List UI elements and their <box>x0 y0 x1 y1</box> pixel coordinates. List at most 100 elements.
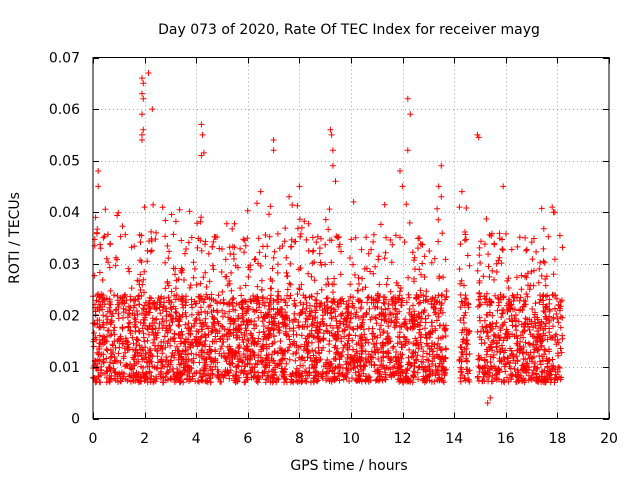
data-point <box>314 233 321 240</box>
data-point <box>536 333 542 340</box>
data-point <box>514 358 521 365</box>
data-point <box>491 276 497 283</box>
data-point <box>519 377 526 384</box>
data-point <box>550 271 557 278</box>
data-point <box>335 303 342 310</box>
data-point <box>383 335 390 342</box>
data-point <box>258 287 265 293</box>
data-point <box>423 288 430 295</box>
data-point <box>166 322 173 329</box>
data-point <box>313 297 320 304</box>
data-point <box>387 237 394 243</box>
data-point <box>95 168 102 174</box>
data-point <box>481 357 488 364</box>
data-point <box>188 234 195 241</box>
data-point <box>244 370 251 377</box>
data-point <box>198 333 205 340</box>
data-point <box>115 350 122 357</box>
data-point <box>306 330 313 337</box>
data-point <box>146 294 153 301</box>
data-point <box>172 305 179 312</box>
data-point <box>198 152 205 159</box>
data-point <box>375 253 382 260</box>
data-point <box>205 303 212 310</box>
data-point <box>310 369 317 376</box>
data-point <box>127 327 134 334</box>
data-point <box>418 271 424 278</box>
data-point <box>425 312 432 319</box>
data-point <box>500 307 507 314</box>
data-point <box>463 296 470 303</box>
data-point <box>252 360 259 367</box>
data-point <box>385 323 392 330</box>
data-point <box>532 322 539 329</box>
data-point <box>307 355 314 361</box>
data-point <box>217 378 224 385</box>
data-point <box>359 275 366 282</box>
data-point <box>173 310 180 316</box>
data-point <box>526 316 533 323</box>
data-point <box>555 339 562 346</box>
data-point <box>481 241 488 248</box>
data-point <box>541 309 548 316</box>
data-point <box>140 364 147 371</box>
data-point <box>522 234 529 241</box>
data-point <box>173 292 180 298</box>
data-point <box>551 256 558 263</box>
data-point <box>251 368 258 375</box>
data-point <box>282 376 289 383</box>
data-point <box>406 306 413 312</box>
data-point <box>267 378 274 385</box>
data-point <box>215 292 222 299</box>
data-point <box>251 351 258 358</box>
data-point <box>466 376 472 383</box>
data-point <box>557 345 564 352</box>
data-point <box>339 348 346 355</box>
data-point <box>148 228 155 235</box>
data-point <box>492 323 499 330</box>
data-point <box>499 236 505 243</box>
data-point <box>213 327 220 334</box>
data-point <box>245 273 252 280</box>
data-point <box>320 312 326 319</box>
data-point <box>294 291 301 297</box>
data-point <box>282 330 289 337</box>
data-point <box>263 352 270 359</box>
data-point <box>286 356 293 363</box>
data-point <box>138 259 145 265</box>
data-point <box>463 236 470 243</box>
data-point <box>101 233 108 240</box>
data-point <box>484 400 491 406</box>
data-point <box>251 321 257 328</box>
data-point <box>499 247 506 253</box>
data-point <box>434 351 440 358</box>
data-point <box>543 273 550 280</box>
data-point <box>355 274 362 281</box>
data-point <box>247 330 254 337</box>
data-point <box>255 338 262 345</box>
data-point <box>212 333 219 340</box>
data-point <box>190 274 197 281</box>
data-point <box>542 313 549 320</box>
data-point <box>494 339 500 346</box>
data-point <box>416 364 423 370</box>
data-point <box>362 373 369 380</box>
data-point <box>142 312 149 319</box>
data-point <box>158 375 164 382</box>
data-point <box>270 378 277 385</box>
data-point <box>413 356 420 363</box>
data-point <box>438 302 445 308</box>
data-point <box>328 378 335 385</box>
data-point <box>370 238 377 245</box>
data-point <box>267 203 274 210</box>
data-point <box>120 309 127 316</box>
data-point <box>297 233 304 240</box>
data-point <box>133 308 140 314</box>
data-point <box>534 316 541 323</box>
data-point <box>168 299 175 306</box>
data-point <box>204 377 211 384</box>
x-tick-label: 20 <box>600 431 618 447</box>
data-point <box>228 287 235 294</box>
data-point <box>368 246 375 253</box>
data-point <box>233 376 240 383</box>
